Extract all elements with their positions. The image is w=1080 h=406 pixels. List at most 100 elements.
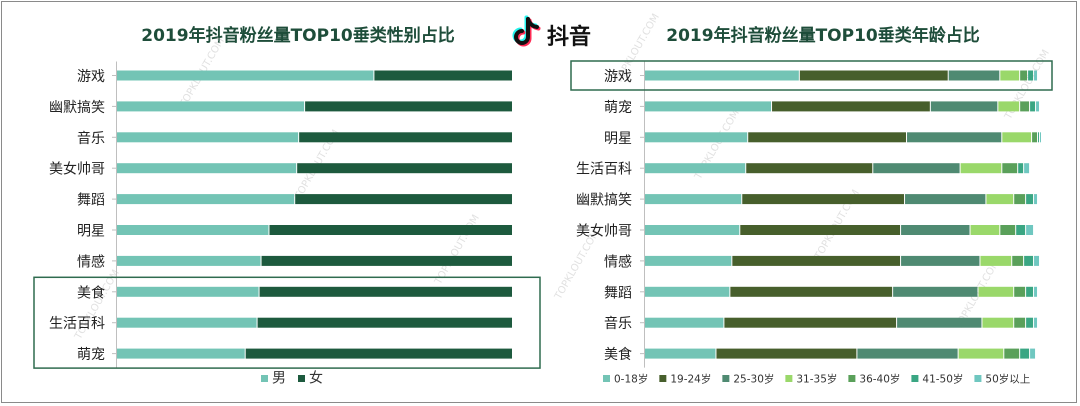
age-bar-segment (716, 348, 857, 359)
age-legend-swatch (785, 375, 793, 382)
gender-bar-segment (259, 286, 512, 297)
age-bar-segment (1040, 132, 1041, 143)
age-bar-segment (978, 286, 1014, 297)
age-bar-segment (1000, 225, 1016, 235)
age-legend-swatch (974, 375, 982, 382)
gender-bar-segment (117, 101, 305, 112)
gender-bar-segment (117, 286, 259, 297)
age-bar-segment (986, 194, 1014, 205)
age-bar-segment (1030, 101, 1036, 112)
age-bar-segment (799, 70, 948, 81)
age-bar-segment (893, 286, 978, 297)
gender-bar-segment (117, 317, 257, 328)
gender-category-label: 情感 (77, 253, 105, 270)
gender-legend-label: 女 (309, 370, 323, 387)
age-category-label: 萌宠 (604, 100, 632, 116)
age-bar-segment (1018, 163, 1024, 174)
age-bar-segment (1026, 225, 1034, 235)
age-bar-segment (901, 255, 980, 266)
gender-bar-segment (117, 194, 295, 205)
age-bar-segment (1032, 132, 1038, 143)
gender-bar-segment (299, 132, 512, 143)
gender-category-label: 生活百科 (49, 316, 105, 332)
gender-bar-segment (295, 194, 512, 205)
age-bar-segment (905, 194, 986, 205)
age-legend-label: 50岁以上 (985, 373, 1030, 386)
age-bar-segment (742, 194, 905, 205)
age-bar-segment (645, 132, 748, 143)
gender-category-label: 音乐 (77, 130, 105, 147)
age-bar-segment (998, 101, 1020, 112)
age-bar-segment (960, 163, 1002, 174)
age-category-label: 舞蹈 (604, 285, 632, 301)
age-category-label: 游戏 (604, 69, 632, 85)
gender-bar-segment (297, 163, 512, 174)
age-bar-segment (907, 132, 1002, 143)
age-bar-segment (1036, 101, 1040, 112)
age-legend-swatch (659, 375, 667, 382)
age-bar-segment (1020, 70, 1028, 81)
age-bar-segment (724, 317, 897, 328)
age-legend-swatch (722, 375, 730, 382)
age-bar-segment (1004, 348, 1020, 359)
age-legend-label: 41-50岁 (922, 373, 963, 386)
age-bar-segment (1014, 317, 1026, 328)
douyin-logo: 抖音 (512, 15, 591, 50)
age-bar-segment (1038, 132, 1040, 143)
douyin-note-icon (512, 15, 541, 47)
age-legend-label: 0-18岁 (614, 373, 648, 386)
age-bar-segment (1014, 194, 1026, 205)
age-legend-swatch (911, 375, 919, 382)
gender-bar-segment (269, 225, 512, 235)
gender-category-label: 美女帅哥 (49, 161, 105, 178)
age-bar-segment (1002, 163, 1018, 174)
age-bar-segment (1028, 70, 1034, 81)
age-bar-segment (746, 163, 873, 174)
gender-legend-swatch (261, 375, 268, 382)
age-bar-segment (1026, 194, 1034, 205)
gender-bar-segment (117, 163, 297, 174)
age-bar-segment (901, 225, 970, 235)
age-bar-segment (645, 194, 742, 205)
gender-bar-segment (257, 317, 512, 328)
chart-title-age: 2019年抖音粉丝量TOP10垂类年龄占比 (666, 25, 979, 46)
age-bar-segment (982, 317, 1014, 328)
age-bar-segment (873, 163, 960, 174)
age-bar-segment (958, 348, 1004, 359)
age-bar-segment (732, 255, 901, 266)
age-bar-segment (1034, 286, 1038, 297)
gender-bar-segment (117, 255, 261, 266)
age-bar-segment (730, 286, 893, 297)
gender-category-label: 游戏 (77, 69, 105, 85)
age-bar-segment (1034, 70, 1038, 81)
age-bar-segment (645, 163, 746, 174)
gender-category-label: 美食 (77, 284, 105, 301)
gender-category-label: 舞蹈 (77, 193, 105, 209)
age-bar-segment (897, 317, 982, 328)
age-highlight-box (570, 60, 1053, 91)
gender-bar-segment (245, 348, 512, 359)
age-bar-segment (645, 317, 724, 328)
age-bar-segment (1034, 194, 1038, 205)
age-bar-segment (1030, 348, 1036, 359)
age-bar-segment (772, 101, 930, 112)
gender-bar-segment (117, 348, 245, 359)
chart-title-gender: 2019年抖音粉丝量TOP10垂类性别占比 (141, 25, 454, 46)
age-bar-segment (1026, 317, 1034, 328)
douyin-brand-name: 抖音 (547, 24, 591, 50)
gender-highlight-box (33, 276, 541, 369)
age-bar-segment (948, 70, 1000, 81)
age-bar-segment (1026, 286, 1034, 297)
gender-bar-segment (117, 132, 299, 143)
gender-category-label: 幽默搞笑 (49, 100, 105, 116)
age-bar-segment (740, 225, 901, 235)
age-bar-segment (645, 255, 732, 266)
age-legend-label: 31-35岁 (796, 373, 837, 386)
age-legend-label: 25-30岁 (733, 373, 774, 386)
gender-category-label: 萌宠 (77, 347, 105, 363)
age-legend-swatch (603, 375, 610, 382)
age-bar-segment (930, 101, 998, 112)
age-category-label: 情感 (604, 253, 632, 270)
gender-category-label: 明星 (77, 224, 105, 240)
age-bar-segment (1000, 70, 1020, 81)
